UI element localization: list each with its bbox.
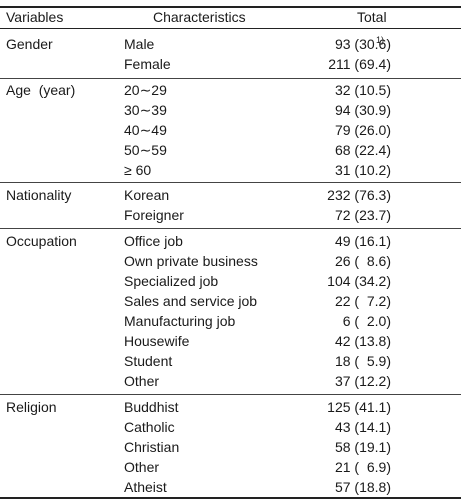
- total-cell: 32 (10.5): [334, 82, 391, 98]
- characteristic-cell: Christian: [124, 439, 180, 455]
- characteristic-cell: Female: [124, 56, 171, 72]
- header-total: Total: [357, 9, 387, 25]
- characteristic-cell: Catholic: [124, 419, 175, 435]
- table-top-rule: [0, 6, 461, 8]
- total-cell: 26 ( 8.6): [334, 253, 391, 269]
- section-divider: [0, 394, 461, 395]
- total-cell: 22 ( 7.2): [334, 293, 391, 309]
- total-cell: 21 ( 6.9): [334, 459, 391, 475]
- total-cell: 42 (13.8): [334, 333, 391, 349]
- total-cell: 211 (69.4): [328, 56, 391, 72]
- total-cell: 104 (34.2): [327, 273, 391, 289]
- characteristic-cell: 40∼49: [124, 122, 167, 138]
- total-cell: 43 (14.1): [334, 419, 391, 435]
- header-characteristics: Characteristics: [153, 9, 246, 25]
- variable-label: Age (year): [6, 82, 76, 98]
- total-cell: 72 (23.7): [334, 207, 391, 223]
- variable-label: Nationality: [6, 187, 72, 203]
- total-cell: 57 (18.8): [334, 479, 391, 495]
- variable-label: Gender: [6, 36, 53, 52]
- characteristic-cell: Buddhist: [124, 399, 179, 415]
- header-rule: [0, 28, 461, 29]
- characteristic-cell: ≥ 60: [124, 162, 152, 178]
- section-divider: [0, 228, 461, 229]
- characteristic-cell: 20∼29: [124, 82, 167, 98]
- section-divider: [0, 78, 461, 79]
- table-bottom-rule: [0, 497, 461, 499]
- total-cell: 6 ( 2.0): [342, 313, 391, 329]
- total-cell: 93 (30.6): [334, 36, 391, 52]
- characteristic-cell: Sales and service job: [124, 293, 258, 309]
- characteristic-cell: Male: [124, 36, 155, 52]
- total-cell: 68 (22.4): [334, 142, 391, 158]
- characteristic-cell: Housewife: [124, 333, 190, 349]
- total-cell: 49 (16.1): [334, 233, 391, 249]
- section-divider: [0, 182, 461, 183]
- footnote-marker: 1): [376, 35, 385, 45]
- characteristic-cell: Other: [124, 459, 160, 475]
- total-cell: 37 (12.2): [334, 373, 391, 389]
- variable-label: Religion: [6, 399, 57, 415]
- characteristic-cell: 50∼59: [124, 142, 167, 158]
- total-cell: 31 (10.2): [334, 162, 391, 178]
- characteristic-cell: Other: [124, 373, 160, 389]
- characteristic-cell: Specialized job: [124, 273, 219, 289]
- characteristic-cell: Own private business: [124, 253, 258, 269]
- characteristic-cell: Atheist: [124, 479, 167, 495]
- variable-label: Occupation: [6, 233, 77, 249]
- total-cell: 58 (19.1): [334, 439, 391, 455]
- characteristic-cell: 30∼39: [124, 102, 167, 118]
- characteristic-cell: Student: [124, 353, 173, 369]
- header-variables: Variables: [6, 9, 64, 25]
- characteristic-cell: Office job: [124, 233, 183, 249]
- total-cell: 125 (41.1): [327, 399, 391, 415]
- total-cell: 18 ( 5.9): [334, 353, 391, 369]
- total-cell: 79 (26.0): [334, 122, 391, 138]
- characteristic-cell: Manufacturing job: [124, 313, 236, 329]
- total-cell: 94 (30.9): [334, 102, 391, 118]
- characteristic-cell: Korean: [124, 187, 170, 203]
- total-cell: 232 (76.3): [327, 187, 391, 203]
- characteristic-cell: Foreigner: [124, 207, 184, 223]
